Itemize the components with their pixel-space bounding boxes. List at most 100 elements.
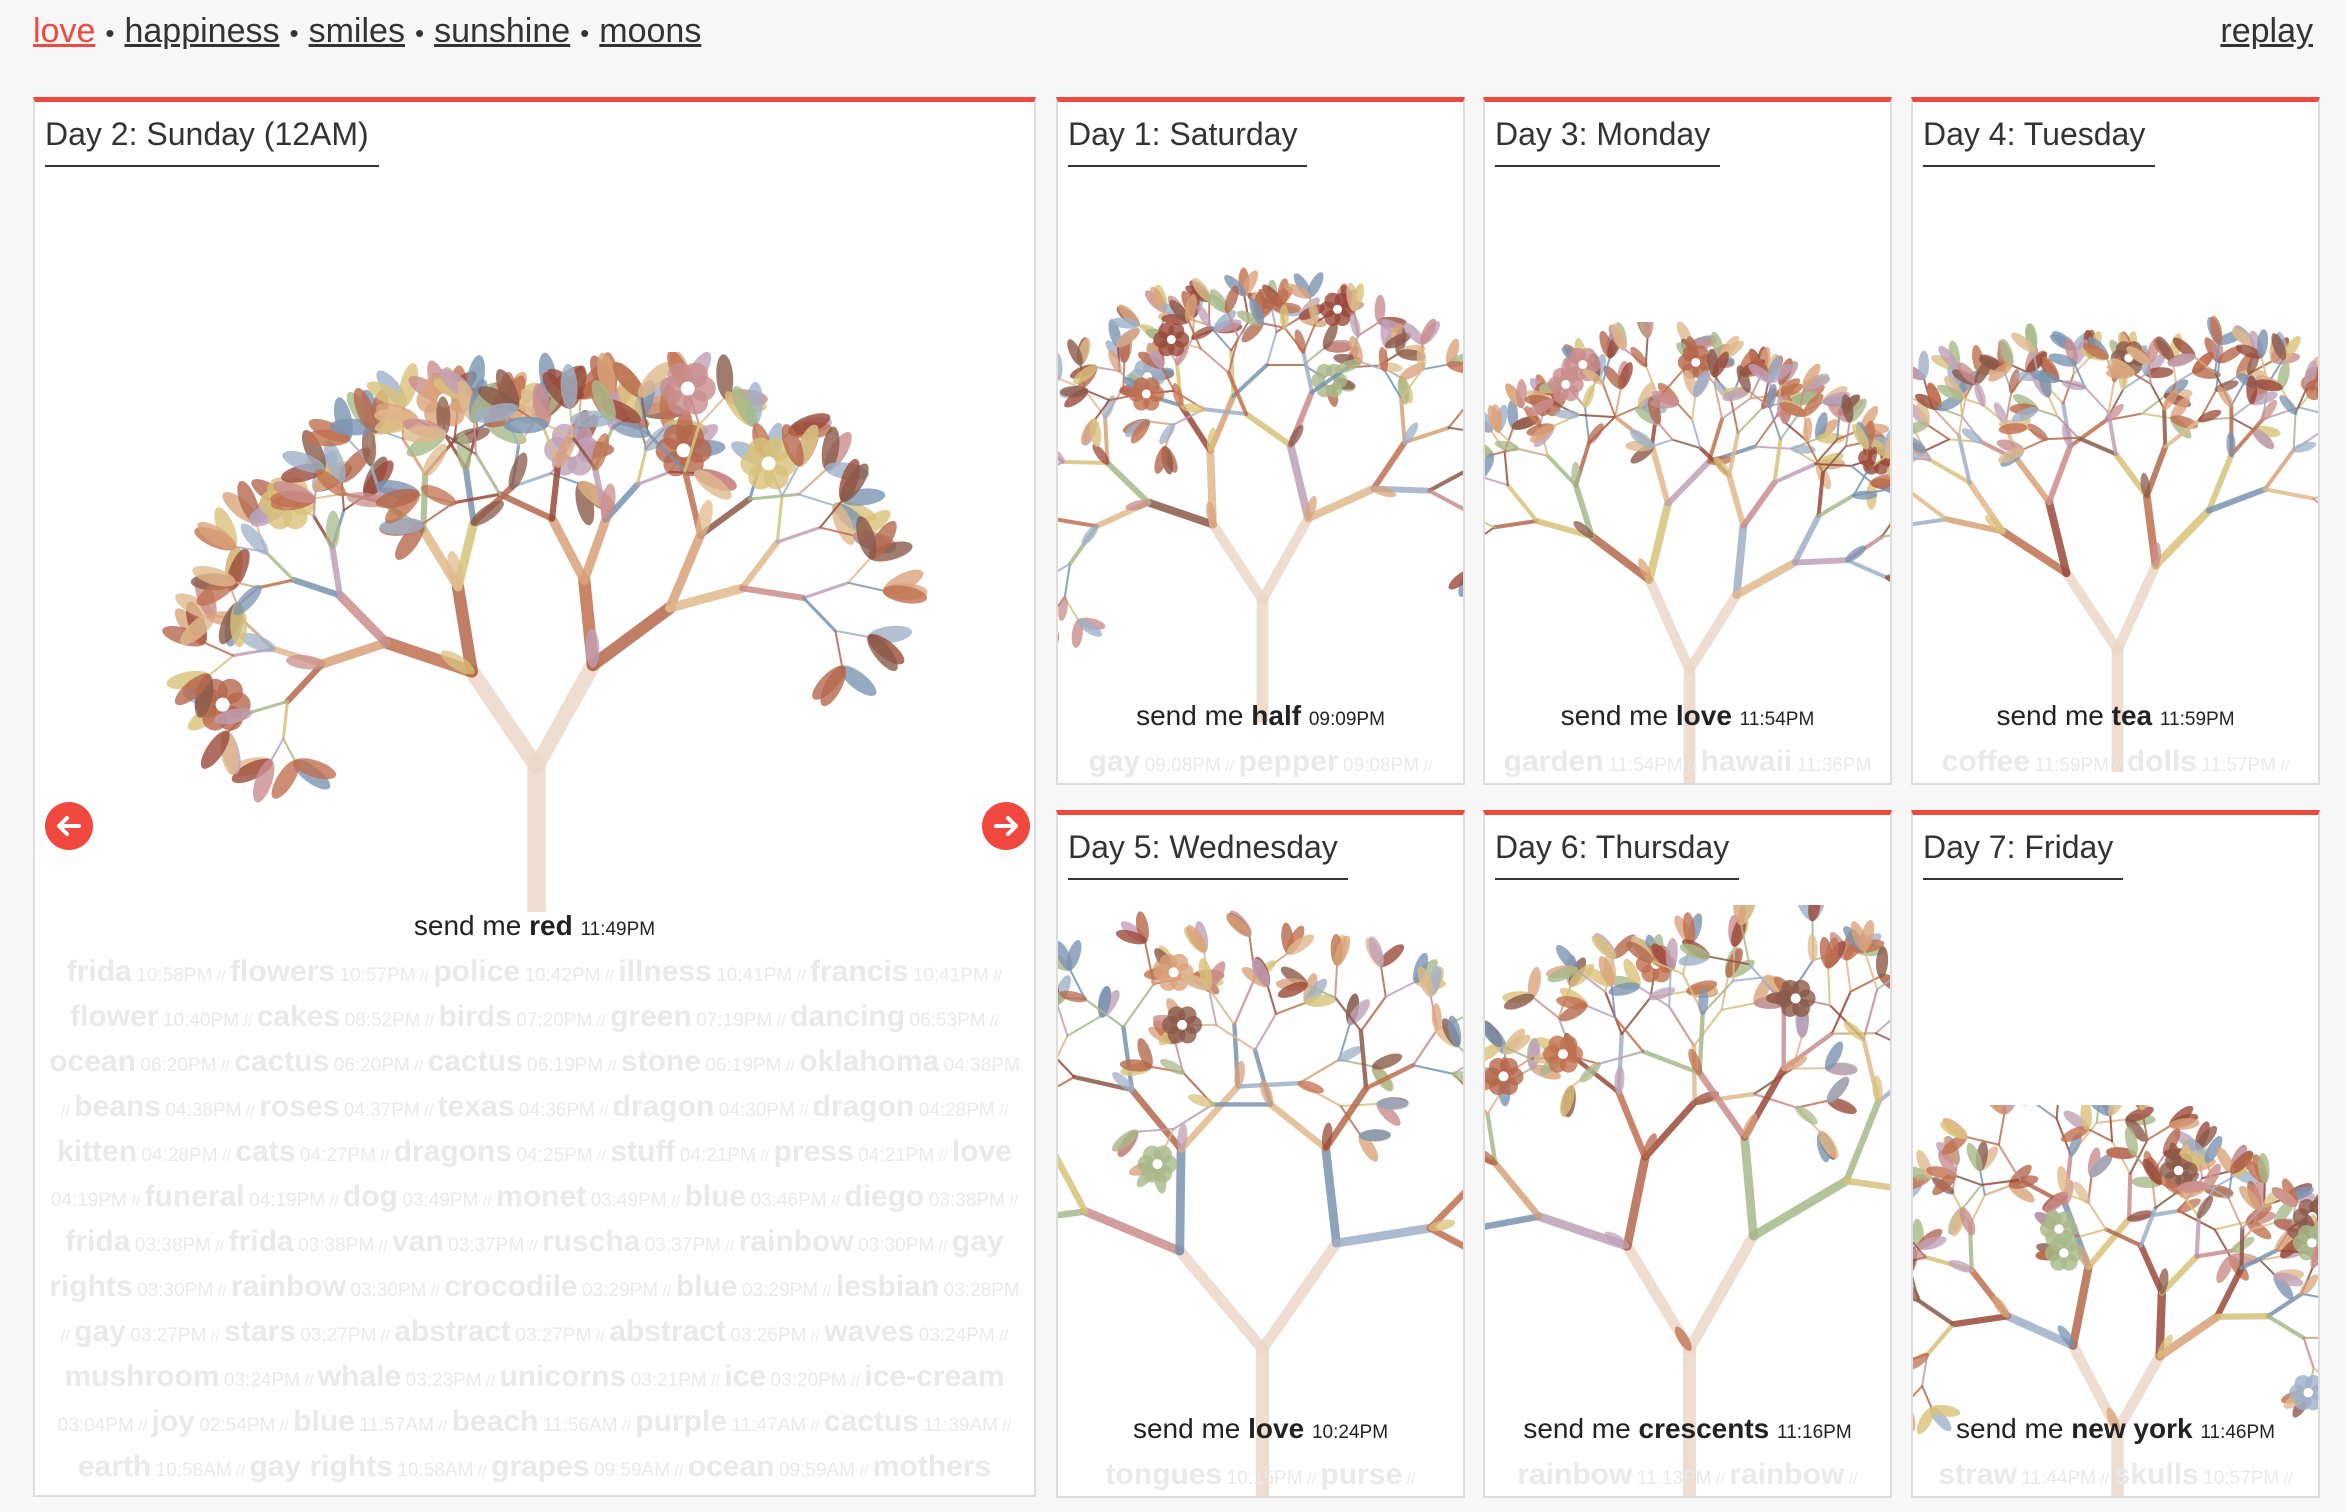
topic-link[interactable]: love [33,12,96,50]
leaf [1547,966,1578,983]
leaf [1186,925,1207,953]
branch [1492,518,1539,530]
branch [1916,1298,1956,1327]
leaf [1286,934,1315,955]
history-time: 03:27PM [300,1325,377,1346]
branch [547,514,589,585]
branch [748,492,801,501]
caption-time: 09:09PM [1308,709,1385,730]
history-word: dancing [790,1000,906,1033]
branch [2213,1220,2249,1231]
leaf [1571,461,1581,488]
history-time: 04:30PM [718,1100,795,1121]
branch [1729,398,1739,435]
leaf [240,523,269,555]
branch [2194,1248,2235,1259]
topic-link[interactable]: moons [599,12,702,50]
branch [2112,1351,2165,1436]
branch [2137,1242,2166,1296]
leaf [2271,1187,2298,1208]
leaf [1926,382,1942,410]
history-time: 03:21PM [630,1370,707,1391]
tree [1058,910,1463,1496]
leaf [1556,945,1578,972]
caption-time: 10:24PM [1311,1422,1389,1443]
topic-nav: love • happiness • smiles • sunshine • moons [33,12,701,51]
leaf [2140,472,2151,498]
history-word: flowers [230,955,336,988]
branch [1226,310,1240,339]
flower-center [1166,335,1176,345]
branch [2077,1228,2107,1238]
branch [1844,419,1851,448]
branch [1516,447,1549,457]
branch [1615,1089,1649,1161]
leaf [363,460,394,498]
branch [1805,439,1824,474]
branch [1721,397,1751,420]
leaf [214,708,253,725]
branch [2265,1314,2306,1340]
leaf [1321,1122,1333,1151]
panel-title: Day 4: Tuesday [1923,116,2156,167]
branch [290,576,343,599]
branch [1664,458,1712,507]
history-word: gay [1088,745,1141,778]
flower-petal [1499,1057,1518,1076]
branch [2149,382,2166,410]
branch [1104,460,1152,506]
branch [1622,1153,1650,1251]
branch [2312,495,2318,500]
leaf [1860,405,1879,431]
leaf [1688,1048,1703,1076]
leaf [2229,1150,2253,1174]
branch [1668,1005,1696,1047]
branch [1850,464,1873,484]
branch [1456,1044,1463,1053]
caption-prefix: send me [1132,1413,1241,1444]
branch [1997,1111,2006,1146]
word-history: tongues 10:15PM // purse // [1105,1458,1416,1491]
history-word: stars [224,1315,296,1348]
topic-link[interactable]: happiness [124,12,280,50]
leaf [2310,1243,2318,1269]
branch [1080,1207,1185,1256]
panel-title: Day 3: Monday [1495,116,1721,167]
leaf [375,488,420,509]
leaf [1814,412,1828,441]
history-word: ocean [49,1045,136,1078]
leaf [2176,1198,2201,1214]
branch [2035,408,2059,418]
branch [2086,1127,2114,1143]
nav-arrow[interactable] [982,802,1030,850]
branch [819,526,857,537]
branch [697,495,753,539]
branch [1266,983,1277,1015]
leaf [1067,339,1083,366]
panel-title: Day 5: Wednesday [1068,829,1348,880]
replay-link[interactable]: replay [2220,12,2313,50]
tree-art [1058,910,1463,1496]
topic-link[interactable]: sunshine [434,12,571,50]
branch [2155,1288,2167,1361]
branch [1843,1177,1890,1191]
topic-link[interactable]: smiles [308,12,405,50]
branch [1604,990,1623,1036]
branch [1692,1008,1723,1047]
leaf [286,654,326,670]
day-panel: Day 5: Wednesday send me love 10:24PM tong… [1056,810,1465,1498]
branch [2021,438,2048,451]
branch [1636,985,1671,1008]
branch [1706,955,1751,966]
leaf [1205,293,1230,314]
branch [1531,995,1560,1019]
branch [1298,1058,1341,1085]
branch [797,467,829,496]
leaf [447,551,463,590]
leaf [1119,1059,1152,1072]
leaf [1529,424,1555,443]
flower-center [1177,1019,1188,1030]
nav-arrow[interactable] [45,802,93,850]
history-word: ocean [687,1450,775,1483]
leaf [1191,325,1214,340]
